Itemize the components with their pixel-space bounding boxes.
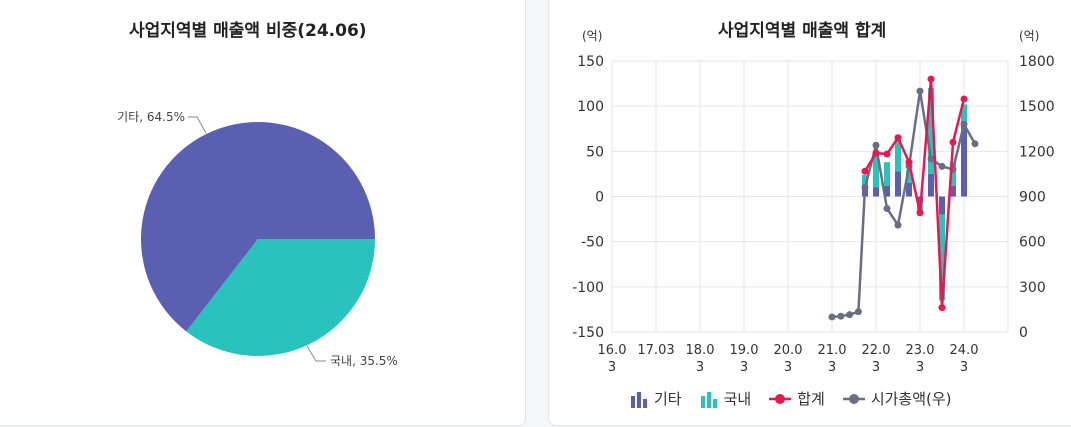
total-point bbox=[927, 75, 935, 83]
x-tick-label: 3 bbox=[960, 360, 968, 375]
bar-domestic bbox=[895, 136, 901, 172]
y2-tick-label: 300 bbox=[1019, 280, 1046, 296]
total-point bbox=[938, 304, 946, 312]
legend-label-market-cap: 시가총액(우) bbox=[870, 390, 952, 408]
y2-tick-label: 600 bbox=[1019, 235, 1046, 251]
market-cap-point bbox=[854, 308, 862, 316]
market-cap-point bbox=[861, 183, 869, 191]
bar-overseas bbox=[873, 187, 879, 197]
x-tick-label: 3 bbox=[740, 360, 748, 375]
x-tick-label: 24.0 bbox=[950, 343, 979, 358]
y2-tick-label: 1500 bbox=[1019, 99, 1055, 115]
legend-item-overseas[interactable]: 기타 bbox=[630, 388, 682, 409]
bar-legend-icon bbox=[700, 391, 717, 408]
bar-domestic bbox=[884, 162, 890, 186]
bar-domestic bbox=[950, 162, 956, 186]
market-cap-point bbox=[927, 155, 935, 163]
legend-label-domestic: 국내 bbox=[723, 390, 752, 408]
bar-overseas bbox=[928, 173, 934, 197]
legend-label-overseas: 기타 bbox=[654, 390, 682, 408]
total-line bbox=[863, 77, 966, 309]
total-point bbox=[960, 95, 968, 103]
bar-domestic bbox=[873, 153, 879, 188]
y-tick-label: -150 bbox=[572, 325, 604, 341]
line-legend-icon bbox=[842, 393, 865, 404]
market-cap-point bbox=[883, 205, 891, 213]
x-tick-label: 3 bbox=[872, 360, 880, 375]
y2-tick-label: 1200 bbox=[1019, 144, 1055, 160]
market-cap-point bbox=[894, 221, 902, 229]
y2-tick-label: 0 bbox=[1019, 325, 1028, 341]
market-cap-point bbox=[837, 312, 845, 320]
legend-item-total[interactable]: 합계 bbox=[769, 388, 825, 409]
x-tick-label: 17.03 bbox=[637, 343, 674, 358]
market-cap-point bbox=[872, 141, 880, 149]
y2-tick-label: 900 bbox=[1019, 190, 1046, 206]
bar-overseas bbox=[961, 124, 967, 197]
bar-domestic bbox=[906, 170, 912, 183]
y-tick-label: -50 bbox=[581, 235, 604, 251]
bar-domestic bbox=[939, 214, 945, 301]
market-cap-point bbox=[971, 140, 979, 148]
x-tick-label: 22.0 bbox=[862, 343, 891, 358]
x-tick-label: 18.0 bbox=[686, 343, 715, 358]
combo-chart-panel bbox=[548, 0, 1071, 426]
total-point bbox=[872, 149, 880, 157]
left-axis-unit: (억) bbox=[582, 29, 602, 43]
total-point bbox=[949, 138, 957, 146]
slice-label: 국내, 35.5% bbox=[330, 354, 398, 368]
line-legend-icon bbox=[769, 393, 792, 404]
x-tick-label: 3 bbox=[784, 360, 792, 375]
pie-chart: 기타, 64.5% 국내, 35.5% bbox=[117, 110, 398, 368]
pie-chart-title: 사업지역별 매출액 비중(24.06) bbox=[129, 21, 367, 41]
slice-label: 기타, 64.5% bbox=[117, 110, 185, 124]
x-tick-label: 3 bbox=[828, 360, 836, 375]
bar-overseas bbox=[906, 182, 912, 197]
y-tick-label: 150 bbox=[577, 54, 604, 70]
bar-overseas bbox=[939, 196, 945, 215]
bar-domestic bbox=[928, 88, 934, 174]
x-tick-label: 3 bbox=[696, 360, 704, 375]
x-tick-label: 3 bbox=[916, 360, 924, 375]
market-cap-point bbox=[828, 313, 836, 321]
bar-legend-icon bbox=[631, 391, 647, 408]
y-tick-label: -100 bbox=[572, 280, 604, 296]
y-tick-label: 100 bbox=[577, 99, 604, 115]
market-cap-line bbox=[831, 89, 977, 319]
x-tick-label: 19.0 bbox=[730, 343, 759, 358]
bar-overseas bbox=[895, 171, 901, 197]
right-axis-unit: (억) bbox=[1019, 29, 1039, 43]
total-point bbox=[905, 158, 913, 166]
bar-overseas bbox=[950, 185, 956, 197]
market-cap-point bbox=[960, 120, 968, 128]
market-cap-point bbox=[846, 311, 854, 319]
x-tick-label: 21.0 bbox=[818, 343, 847, 358]
total-point bbox=[894, 134, 902, 142]
bar-domestic bbox=[961, 104, 967, 125]
x-tick-label: 23.0 bbox=[906, 343, 935, 358]
market-cap-point bbox=[916, 87, 924, 95]
pie-slice bbox=[186, 239, 375, 357]
bar-domestic bbox=[862, 174, 868, 188]
legend-label-total: 합계 bbox=[797, 390, 825, 408]
total-point bbox=[916, 209, 924, 217]
leader-line bbox=[188, 116, 207, 134]
legend-item-market-cap[interactable]: 시가총액(우) bbox=[842, 388, 952, 409]
y2-tick-label: 1800 bbox=[1019, 54, 1055, 70]
x-tick-label: 3 bbox=[608, 360, 616, 375]
total-point bbox=[883, 150, 891, 158]
y-tick-label: 0 bbox=[595, 190, 604, 206]
chart-legend: 기타 국내 합계 시가총액(우) bbox=[630, 388, 952, 409]
x-tick-label: 16.0 bbox=[598, 343, 627, 358]
bar-overseas bbox=[884, 185, 890, 197]
y-tick-label: 50 bbox=[586, 144, 604, 160]
x-tick-label: 20.0 bbox=[774, 343, 803, 358]
market-cap-point bbox=[938, 162, 946, 170]
leader-line bbox=[306, 345, 326, 362]
pie-slice bbox=[141, 122, 375, 332]
combo-chart-title: 사업지역별 매출액 합계 bbox=[718, 21, 887, 41]
legend-item-domestic[interactable]: 국내 bbox=[700, 388, 752, 409]
total-point bbox=[861, 167, 869, 175]
